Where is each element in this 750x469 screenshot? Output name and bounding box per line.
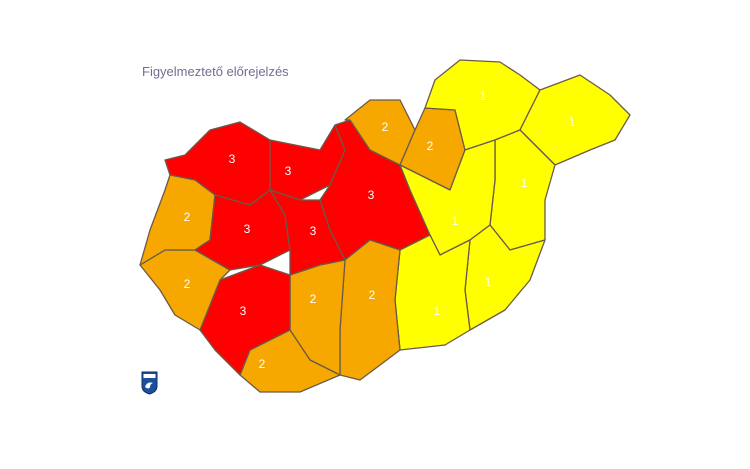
region-level-label: 1 xyxy=(485,275,492,289)
region-level-label: 3 xyxy=(285,164,292,178)
region-level-label: 2 xyxy=(259,357,266,371)
region-level-label: 3 xyxy=(368,188,375,202)
region[interactable] xyxy=(339,239,401,381)
region[interactable] xyxy=(269,189,346,276)
region-level-label: 3 xyxy=(244,222,251,236)
map-title: Figyelmeztető előrejelzés xyxy=(142,64,289,79)
region[interactable] xyxy=(394,234,471,351)
region-level-label: 3 xyxy=(240,304,247,318)
region-level-label: 3 xyxy=(229,152,236,166)
omsz-logo xyxy=(141,371,158,395)
region-level-label: 1 xyxy=(452,214,459,228)
region-level-label: 3 xyxy=(310,224,317,238)
region[interactable] xyxy=(194,189,291,271)
region-level-label: 2 xyxy=(184,210,191,224)
region-level-label: 1 xyxy=(480,89,487,103)
region-level-label: 2 xyxy=(369,288,376,302)
region[interactable] xyxy=(239,329,341,393)
region[interactable] xyxy=(199,264,291,376)
region-level-label: 1 xyxy=(521,176,528,190)
region-level-label: 2 xyxy=(310,292,317,306)
region-level-label: 2 xyxy=(184,277,191,291)
region-level-label: 2 xyxy=(427,139,434,153)
region-level-label: 2 xyxy=(382,120,389,134)
region-level-label: 1 xyxy=(569,115,576,129)
region-level-label: 1 xyxy=(434,304,441,318)
